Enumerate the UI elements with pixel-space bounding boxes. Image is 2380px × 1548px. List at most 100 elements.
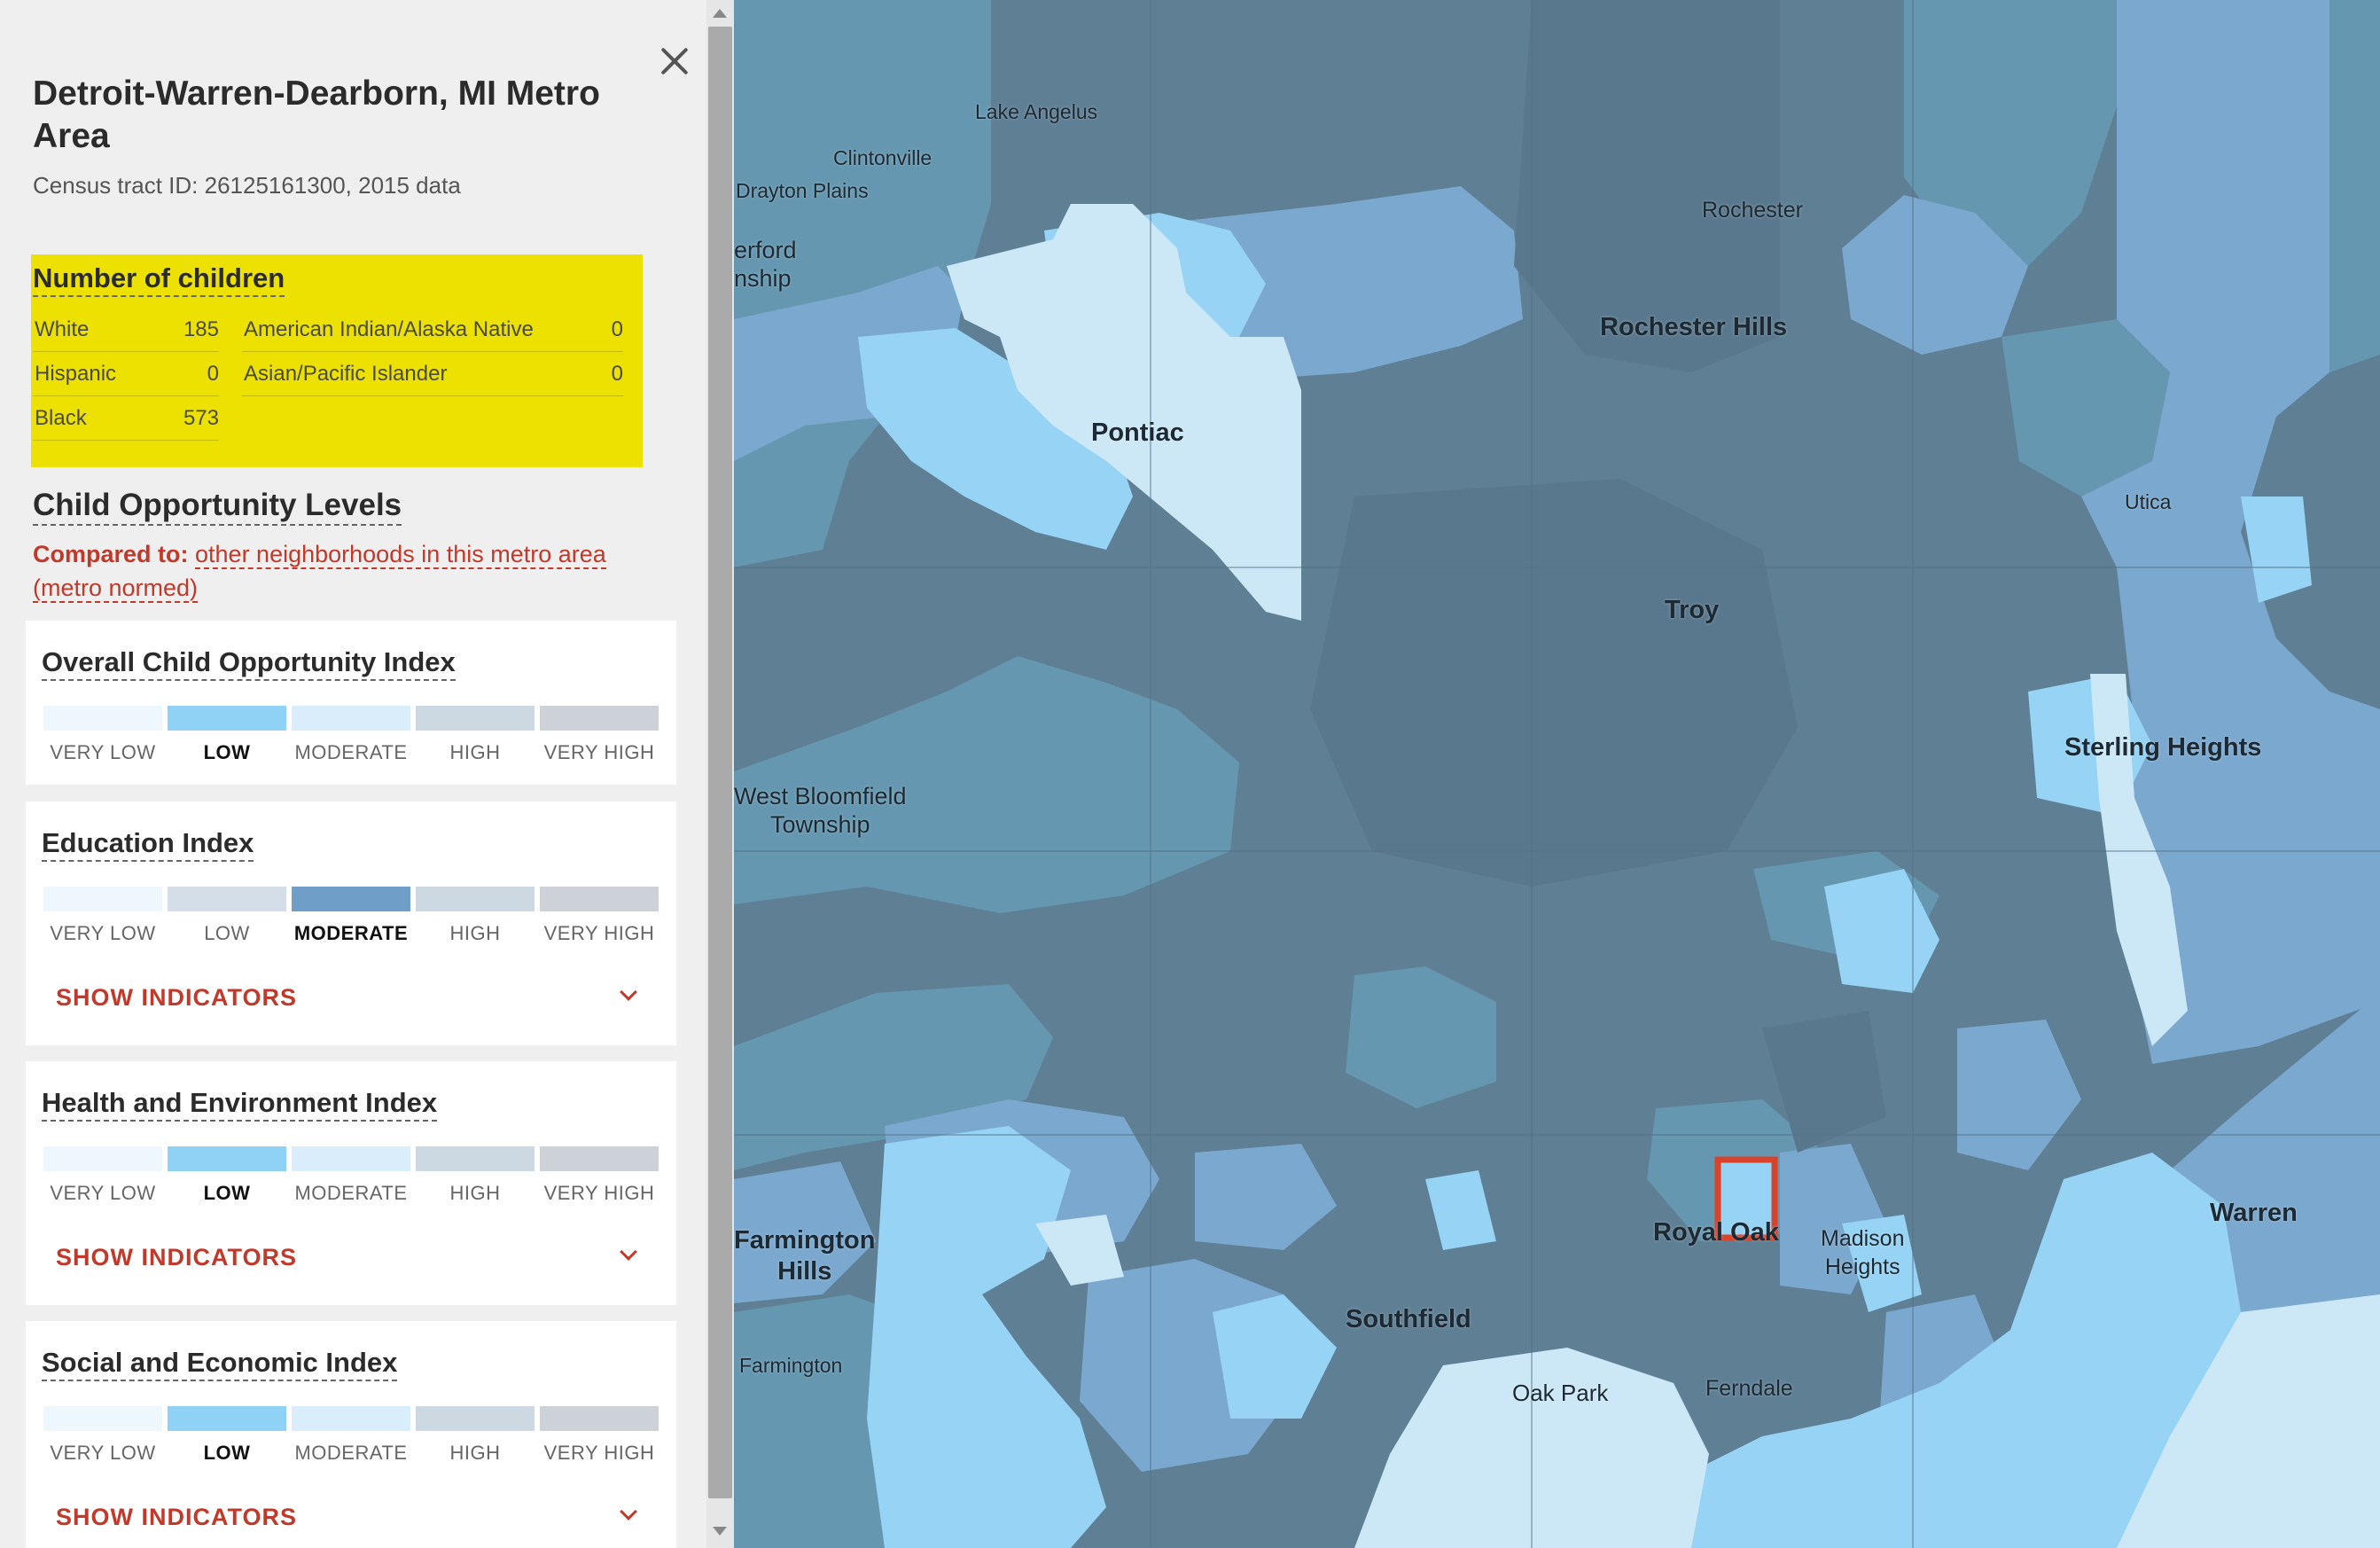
place-label: Troy <box>1665 596 1720 624</box>
close-icon[interactable] <box>656 43 693 80</box>
level-bars: VERY LOW LOW MODERATE HIGH VERY HIGH <box>43 1406 659 1464</box>
show-indicators-button[interactable]: SHOW INDICATORS <box>56 1244 298 1270</box>
level-bar-high <box>416 1406 535 1431</box>
level-label: VERY HIGH <box>543 1182 655 1204</box>
tracts-very-high <box>1310 0 1886 1153</box>
place-label: Madison Heights <box>1821 1226 1905 1279</box>
place-label: Rochester <box>1702 198 1803 223</box>
level-bar-low <box>168 1146 286 1171</box>
child-label: Black <box>35 406 87 430</box>
chevron-down-icon[interactable] <box>620 1243 637 1261</box>
level-label: VERY LOW <box>50 741 156 763</box>
card-overall-index: Overall Child Opportunity Index VERY LOW… <box>26 621 676 785</box>
card-title[interactable]: Health and Environment Index <box>42 1086 438 1122</box>
place-label: Drayton Plains <box>736 179 869 202</box>
place-label: Utica <box>2125 490 2172 513</box>
opportunity-levels-title[interactable]: Child Opportunity Levels <box>33 487 402 526</box>
tract-info: Census tract ID: 26125161300, 2015 data <box>33 172 461 199</box>
level-bar-very-high <box>540 706 659 731</box>
child-label: Asian/Pacific Islander <box>244 362 448 386</box>
selected-tract-outline[interactable] <box>1714 1156 1778 1241</box>
show-indicators-button[interactable]: SHOW INDICATORS <box>56 1504 298 1530</box>
scroll-thumb[interactable] <box>708 27 732 1498</box>
level-bar-moderate <box>292 887 410 911</box>
level-label: LOW <box>203 741 251 763</box>
child-row-hispanic: Hispanic 0 <box>33 352 219 396</box>
place-label: Pontiac <box>1091 418 1184 447</box>
chevron-down-icon[interactable] <box>620 1503 637 1521</box>
level-label: VERY HIGH <box>543 741 655 763</box>
level-label: MODERATE <box>294 741 408 763</box>
place-label: Warren <box>2210 1199 2298 1227</box>
level-bar-very-high <box>540 1146 659 1171</box>
level-label: HIGH <box>449 922 501 944</box>
level-label: HIGH <box>449 1442 501 1464</box>
card-title[interactable]: Education Index <box>42 826 254 862</box>
level-bar-high <box>416 887 535 911</box>
card-title[interactable]: Overall Child Opportunity Index <box>42 645 456 681</box>
level-label: VERY LOW <box>50 1182 156 1204</box>
place-label: Rochester Hills <box>1600 313 1788 341</box>
level-label: LOW <box>204 922 250 944</box>
child-value: 0 <box>611 317 623 341</box>
level-bar-moderate <box>292 706 410 731</box>
child-label: Hispanic <box>35 362 117 386</box>
child-row-asian: Asian/Pacific Islander 0 <box>242 352 623 396</box>
child-row-white: White 185 <box>33 308 219 352</box>
level-label: VERY LOW <box>50 1442 156 1464</box>
compared-prefix: Compared to: <box>33 541 189 567</box>
chevron-down-icon[interactable] <box>620 983 637 1001</box>
place-label: Farmington Hills <box>734 1226 876 1286</box>
level-bar-high <box>416 1146 535 1171</box>
place-label: Farmington <box>739 1354 843 1377</box>
child-value: 0 <box>207 362 219 386</box>
place-label: Southfield <box>1346 1305 1471 1333</box>
level-label: VERY LOW <box>50 922 156 944</box>
panel-scrollbar[interactable] <box>706 0 734 1548</box>
level-bar-very-low <box>43 1406 162 1431</box>
child-label: White <box>35 317 90 341</box>
level-bars: VERY LOW LOW MODERATE HIGH VERY HIGH <box>43 1146 659 1204</box>
level-bars: VERY LOW LOW MODERATE HIGH VERY HIGH <box>43 706 659 763</box>
metro-title: Detroit-Warren-Dearborn, MI Metro Area <box>33 74 600 155</box>
place-label: Clintonville <box>833 146 932 169</box>
place-label: Sterling Heights <box>2064 733 2262 762</box>
level-bar-high <box>416 706 535 731</box>
level-bar-very-low <box>43 706 162 731</box>
card-title[interactable]: Social and Economic Index <box>42 1346 398 1381</box>
choropleth-map[interactable]: Lake Angelus Clintonville Drayton Plains… <box>734 0 2380 1548</box>
level-bar-moderate <box>292 1406 410 1431</box>
place-label: Lake Angelus <box>975 100 1098 123</box>
level-label: MODERATE <box>294 1182 408 1204</box>
children-box: Number of children White 185 Hispanic 0 … <box>31 254 643 467</box>
level-label: LOW <box>203 1182 251 1204</box>
level-label: LOW <box>203 1442 251 1464</box>
children-title[interactable]: Number of children <box>33 262 285 297</box>
child-value: 573 <box>183 406 219 430</box>
card-education-index: Education Index VERY LOW LOW MODERATE HIGH V… <box>26 801 676 1045</box>
child-value: 185 <box>183 317 219 341</box>
level-bar-low <box>168 1406 286 1431</box>
compared-to[interactable]: Compared to: other neighborhoods in this… <box>33 537 653 605</box>
level-bar-very-high <box>540 1406 659 1431</box>
child-row-american-indian: American Indian/Alaska Native 0 <box>242 308 623 352</box>
card-health-index: Health and Environment Index VERY LOW LOW… <box>26 1061 676 1305</box>
place-label: West Bloomfield Township <box>734 783 907 838</box>
info-panel: Detroit-Warren-Dearborn, MI Metro Area C… <box>0 0 734 1548</box>
level-label: VERY HIGH <box>543 1442 655 1464</box>
compared-text: other neighborhoods in this metro area (… <box>33 541 606 603</box>
scroll-down-icon[interactable] <box>713 1527 727 1536</box>
level-label: MODERATE <box>293 922 409 944</box>
child-value: 0 <box>611 362 623 386</box>
level-label: VERY HIGH <box>543 922 655 944</box>
map-tracts[interactable] <box>734 0 2380 1548</box>
level-bar-low <box>168 706 286 731</box>
level-bar-moderate <box>292 1146 410 1171</box>
child-label: American Indian/Alaska Native <box>244 317 534 341</box>
panel-content: Detroit-Warren-Dearborn, MI Metro Area C… <box>0 0 706 1548</box>
scroll-up-icon[interactable] <box>713 9 727 18</box>
place-label: Royal Oak <box>1653 1218 1779 1247</box>
level-label: MODERATE <box>294 1442 408 1464</box>
level-label: HIGH <box>449 741 501 763</box>
show-indicators-button[interactable]: SHOW INDICATORS <box>56 984 298 1011</box>
